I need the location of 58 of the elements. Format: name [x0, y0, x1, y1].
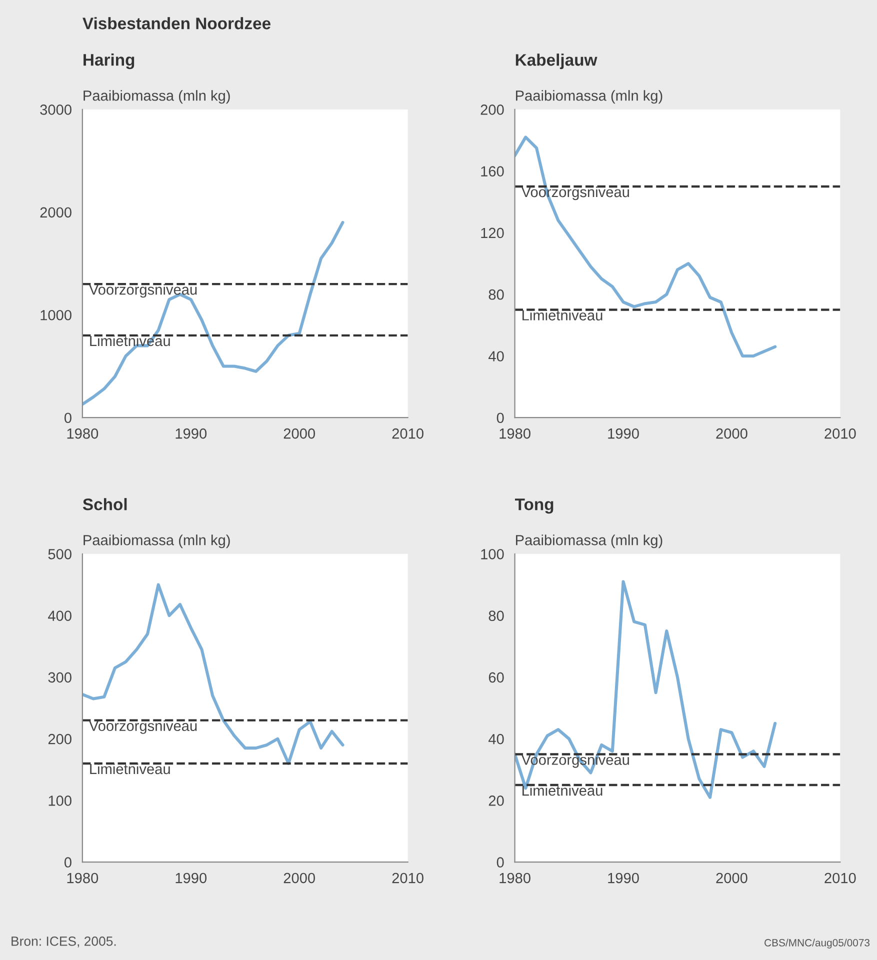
y-tick-label: 80 [488, 610, 504, 621]
y-tick-label: 100 [48, 796, 72, 806]
x-tick-label: 2010 [392, 872, 424, 884]
x-tick-label: 2010 [392, 428, 424, 439]
y-tick-label: 100 [481, 549, 504, 560]
chart-subtitle: Tong [514, 498, 554, 514]
x-tick-label: 2010 [824, 872, 856, 884]
ref-line-label: Limietniveau [522, 310, 602, 320]
x-tick-label: 1980 [500, 428, 530, 439]
y-tick-label: 0 [496, 412, 504, 424]
y-tick-label: 120 [481, 228, 504, 238]
y-tick-label: 0 [64, 412, 72, 424]
chart-subtitle: Haring [84, 54, 134, 70]
y-tick-label: 400 [48, 610, 72, 621]
line-series [82, 583, 344, 765]
x-tick-label: 2000 [716, 872, 748, 884]
line-series [82, 220, 344, 406]
x-tick-label: 1990 [608, 872, 639, 884]
y-tick-label: 80 [488, 289, 504, 300]
y-tick-label: 0 [64, 857, 72, 868]
chart-subtitle: Kabeljauw [516, 54, 598, 70]
ref-line-label: Limietniveau [90, 763, 170, 774]
line-series [514, 580, 777, 799]
ref-line-label: Voorzorgsniveau [89, 720, 197, 734]
x-tick-label: 2000 [284, 872, 315, 884]
x-tick-label: 1990 [608, 428, 639, 439]
y-tick-label: 200 [480, 104, 504, 115]
y-tick-label: 300 [48, 672, 72, 683]
x-tick-label: 1980 [67, 872, 98, 884]
chart-title: Visbestanden Noordzee [82, 17, 271, 30]
text: Bron: ICES, 2005. [12, 936, 116, 948]
y-tick-label: 200 [48, 734, 72, 744]
y-axis-title: Paaibiomassa (mln kg) [84, 90, 230, 104]
y-tick-label: 160 [481, 166, 504, 176]
y-tick-label: 500 [48, 549, 72, 560]
y-axis-title: Paaibiomassa (mln kg) [516, 90, 662, 104]
x-tick-label: 1980 [67, 428, 98, 439]
x-tick-label: 2000 [716, 428, 748, 439]
y-tick-label: 60 [488, 672, 504, 683]
y-axis-title: Paaibiomassa (mln kg) [84, 534, 230, 548]
x-tick-label: 1990 [176, 428, 207, 439]
text: CBS/MNC/aug05/0073 [764, 938, 870, 948]
x-tick-label: 2000 [284, 428, 315, 439]
y-tick-label: 40 [488, 351, 504, 362]
x-tick-label: 1990 [176, 872, 207, 884]
y-tick-label: 0 [496, 857, 504, 868]
y-tick-label: 2000 [40, 207, 72, 218]
x-tick-label: 2010 [824, 428, 856, 439]
ref-line-label: Voorzorgsniveau [89, 284, 197, 298]
x-tick-label: 1980 [500, 872, 530, 884]
ref-line-label: Limietniveau [522, 785, 602, 796]
line-series [514, 136, 777, 358]
y-tick-label: 1000 [40, 310, 72, 320]
y-tick-label: 20 [488, 796, 504, 806]
y-tick-label: 40 [488, 734, 504, 744]
y-axis-title: Paaibiomassa (mln kg) [516, 534, 662, 548]
y-tick-label: 3000 [40, 104, 72, 115]
chart-subtitle: Schol [82, 498, 127, 510]
